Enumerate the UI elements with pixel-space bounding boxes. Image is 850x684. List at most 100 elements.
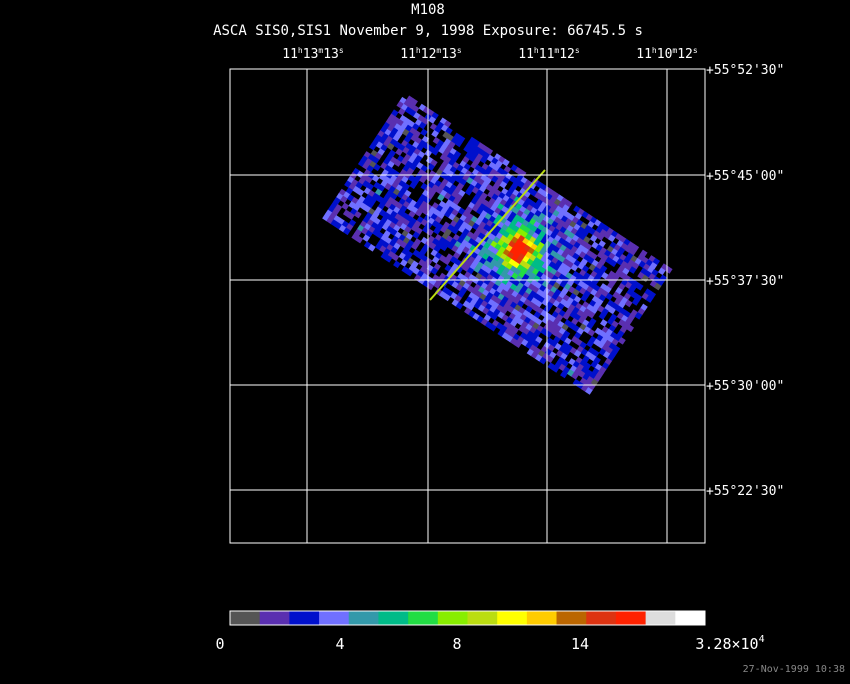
- pixel: [418, 121, 427, 130]
- pixel: [624, 299, 633, 308]
- label-text: 14: [571, 635, 589, 653]
- ra-number: 12: [677, 47, 693, 62]
- pixel: [618, 337, 626, 345]
- colorbar-label: 4: [335, 635, 344, 653]
- ra-number: 13: [441, 47, 457, 62]
- pixel: [395, 148, 403, 156]
- colorbar-swatch: [230, 611, 260, 625]
- ra-unit: h: [298, 46, 303, 55]
- pixel: [355, 235, 364, 244]
- pixel: [347, 212, 355, 220]
- sky-image: [322, 95, 673, 395]
- pixel: [546, 355, 554, 364]
- pixel: [489, 323, 497, 332]
- ra-unit: s: [339, 46, 344, 55]
- ra-unit: s: [693, 46, 698, 55]
- pixel: [384, 255, 393, 263]
- colorbar-label: 0: [215, 635, 224, 653]
- pixel: [464, 188, 473, 196]
- pixel: [362, 234, 371, 242]
- dec-label: +55°52'30": [706, 63, 784, 78]
- pixel: [573, 349, 582, 358]
- pixel: [499, 180, 508, 189]
- pixel: [589, 234, 598, 243]
- pixel: [514, 340, 522, 348]
- ra-unit: m: [436, 46, 441, 55]
- pixel: [631, 298, 640, 306]
- ra-label: 11h10m12s: [636, 46, 698, 62]
- ra-number: 11: [539, 47, 555, 62]
- pixel: [570, 263, 579, 272]
- colorbar-swatch: [675, 611, 706, 625]
- colorbar-label: 14: [571, 635, 589, 653]
- pixel: [560, 370, 568, 379]
- ra-unit: h: [534, 46, 539, 55]
- colorbar-swatch: [289, 611, 320, 625]
- pixel: [605, 292, 614, 301]
- pixel: [440, 243, 448, 252]
- pixel: [393, 159, 402, 167]
- pixel: [428, 116, 437, 124]
- pixel: [419, 175, 427, 184]
- ra-label: 11h11m12s: [518, 46, 580, 62]
- ra-unit: s: [575, 46, 580, 55]
- ra-number: 11: [282, 47, 298, 62]
- pixel: [635, 282, 644, 291]
- label-text: 0: [215, 635, 224, 653]
- pixel: [645, 295, 654, 303]
- pixel: [341, 202, 350, 211]
- pixel: [454, 139, 463, 148]
- ra-number: 13: [323, 47, 339, 62]
- colorbar-swatch: [437, 611, 468, 625]
- pixel: [368, 142, 377, 151]
- pixel: [411, 242, 419, 251]
- ra-unit: m: [554, 46, 559, 55]
- streak: [429, 169, 546, 301]
- colorbar-swatch: [526, 611, 557, 625]
- pixel: [412, 231, 420, 239]
- pixel: [608, 306, 616, 315]
- ra-number: 11: [400, 47, 416, 62]
- colorbar-swatch: [645, 611, 676, 625]
- pixel: [431, 129, 439, 138]
- colorbar-label: 8: [452, 635, 461, 653]
- pixel: [490, 312, 499, 321]
- colorbar-swatch: [615, 611, 646, 625]
- colorbar-swatch: [497, 611, 528, 625]
- pixel: [368, 244, 376, 252]
- ra-number: 12: [421, 47, 437, 62]
- pixel: [539, 356, 547, 365]
- ra-label: 11h12m13s: [400, 46, 462, 62]
- pixel: [391, 253, 400, 262]
- pixel: [415, 209, 423, 217]
- dec-label: +55°37'30": [706, 274, 784, 289]
- ra-number: 11: [636, 47, 652, 62]
- pixel: [585, 387, 593, 395]
- pixel: [580, 294, 589, 302]
- ra-unit: h: [416, 46, 421, 55]
- pixel: [653, 282, 662, 291]
- colorbar-swatch: [319, 611, 350, 625]
- pixel: [586, 339, 594, 348]
- pixel: [596, 233, 605, 241]
- pixel: [393, 260, 401, 269]
- pixel: [354, 210, 362, 219]
- ra-number: 10: [657, 47, 673, 62]
- ra-unit: m: [318, 46, 323, 55]
- colorbar: [229, 610, 706, 626]
- colorbar-swatch: [556, 611, 587, 625]
- ra-unit: h: [652, 46, 657, 55]
- colorbar-label: 3.28×104: [695, 634, 764, 653]
- colorbar-swatch: [586, 611, 617, 625]
- pixel: [658, 267, 666, 276]
- pixel: [409, 181, 417, 190]
- pixel: [443, 293, 451, 302]
- exponent: 4: [759, 634, 765, 645]
- label-text: 8: [452, 635, 461, 653]
- pixel: [400, 259, 408, 267]
- pixel: [626, 324, 635, 333]
- ra-label: 11h13m13s: [282, 46, 344, 62]
- pixel: [356, 188, 365, 197]
